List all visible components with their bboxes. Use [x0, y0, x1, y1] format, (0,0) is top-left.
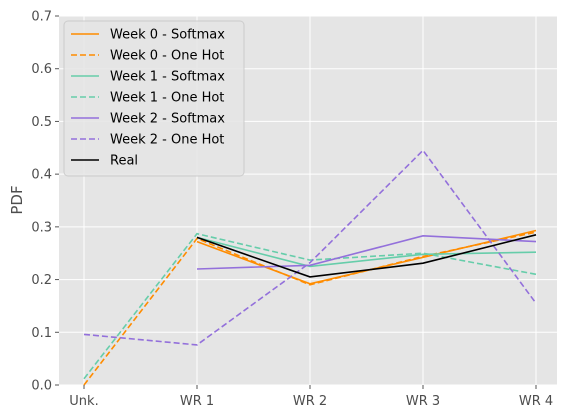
legend-label: Real	[110, 154, 138, 169]
y-tick-label: 0.7	[31, 10, 52, 25]
series-line-week-1-softmax	[196, 236, 537, 268]
legend-box	[63, 20, 245, 177]
x-tick-label: Unk.	[69, 394, 98, 409]
x-tick-label: WR 3	[406, 394, 440, 409]
x-tick-label: WR 1	[180, 394, 214, 409]
y-tick-label: 0.1	[31, 326, 52, 341]
x-tick-label: WR 2	[293, 394, 327, 409]
y-tick-labels: 0.0 0.1 0.2 0.3 0.4 0.5 0.6 0.7	[31, 10, 59, 394]
series-line-week-2-softmax	[196, 234, 537, 270]
y-tick-label: 0.3	[31, 220, 52, 235]
legend-label: Week 1 - Softmax	[110, 70, 225, 85]
y-axis-label: PDF	[8, 185, 26, 214]
series-line-week-1-one-hot	[83, 232, 537, 380]
series-line-week-2-one-hot	[83, 149, 537, 346]
y-tick-label: 0.4	[31, 168, 52, 183]
y-tick-label: 0.6	[31, 62, 52, 77]
y-tick-label: 0.5	[31, 115, 52, 130]
y-tick-label: 0.0	[31, 379, 52, 394]
legend-label: Week 0 - One Hot	[110, 49, 224, 64]
legend-label: Week 1 - One Hot	[110, 91, 224, 106]
x-tick-labels: Unk. WR 1 WR 2 WR 3 WR 4	[69, 385, 553, 409]
legend-label: Week 2 - Softmax	[110, 112, 225, 127]
x-tick-label: WR 4	[519, 394, 553, 409]
legend-label: Week 2 - One Hot	[110, 133, 224, 148]
series-line-week-0-one-hot	[83, 231, 537, 386]
legend: Week 0 - Softmax Week 0 - One Hot Week 1 -…	[63, 20, 245, 177]
y-tick-label: 0.2	[31, 273, 52, 288]
series-line-real	[196, 234, 537, 278]
legend-label: Week 0 - Softmax	[110, 28, 225, 43]
series-lines	[83, 149, 537, 386]
